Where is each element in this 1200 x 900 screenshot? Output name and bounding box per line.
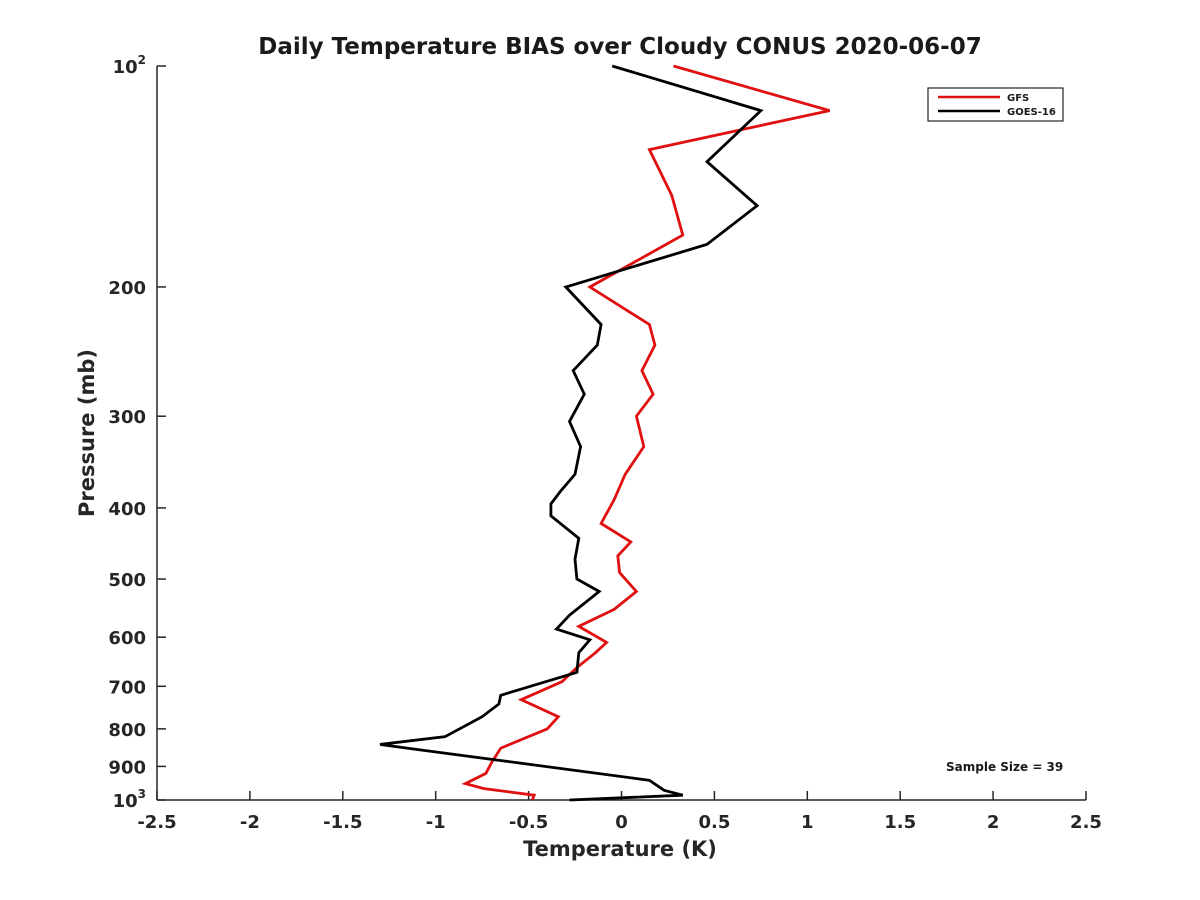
series-line-gfs bbox=[461, 64, 830, 801]
sample-size-annotation: Sample Size = 39 bbox=[946, 760, 1063, 774]
y-tick-label: 400 bbox=[108, 499, 146, 520]
y-tick-base: 10 bbox=[113, 57, 138, 78]
y-tick-label: 102 bbox=[113, 53, 146, 78]
legend-box bbox=[927, 87, 1064, 122]
x-tick-label: 2 bbox=[987, 812, 1000, 833]
x-tick-label: 0 bbox=[615, 812, 628, 833]
y-tick-label: 500 bbox=[108, 570, 146, 591]
x-tick-label: -0.5 bbox=[509, 812, 548, 833]
y-tick-label: 700 bbox=[108, 677, 146, 698]
y-tick-label: 900 bbox=[108, 757, 146, 778]
series-layer bbox=[379, 64, 830, 802]
axes: -2.5 -2 -1.5 -1 -0.5 0 0.5 1 1.5 2 2.5102200300400… bbox=[108, 53, 1102, 833]
x-tick-label: -2.5 bbox=[137, 812, 176, 833]
x-axis-label: Temperature (K) bbox=[523, 837, 717, 861]
y-tick-label: 300 bbox=[108, 407, 146, 428]
legend-label-goes16: GOES-16 bbox=[1007, 107, 1056, 118]
x-tick-label: 1.5 bbox=[884, 812, 916, 833]
y-tick-base: 10 bbox=[113, 791, 138, 812]
y-axis-label: Pressure (mb) bbox=[75, 349, 99, 517]
series-line-goes16 bbox=[379, 64, 764, 802]
x-tick-label: -1.5 bbox=[323, 812, 362, 833]
x-tick-label: -2 bbox=[240, 812, 260, 833]
y-tick-exponent: 2 bbox=[138, 53, 146, 67]
y-tick-label: 200 bbox=[108, 278, 146, 299]
x-tick-label: -1 bbox=[426, 812, 446, 833]
y-tick-exponent: 3 bbox=[138, 787, 146, 801]
legend-label-gfs: GFS bbox=[1007, 93, 1029, 104]
y-tick-label: 600 bbox=[108, 628, 146, 649]
chart-title: Daily Temperature BIAS over Cloudy CONUS… bbox=[258, 34, 981, 60]
y-tick-label: 103 bbox=[113, 787, 146, 812]
x-tick-label: 0.5 bbox=[698, 812, 730, 833]
x-tick-label: 1 bbox=[801, 812, 814, 833]
legend: GFS GOES-16 bbox=[927, 87, 1064, 122]
x-tick-label: 2.5 bbox=[1070, 812, 1102, 833]
y-tick-label: 800 bbox=[108, 720, 146, 741]
